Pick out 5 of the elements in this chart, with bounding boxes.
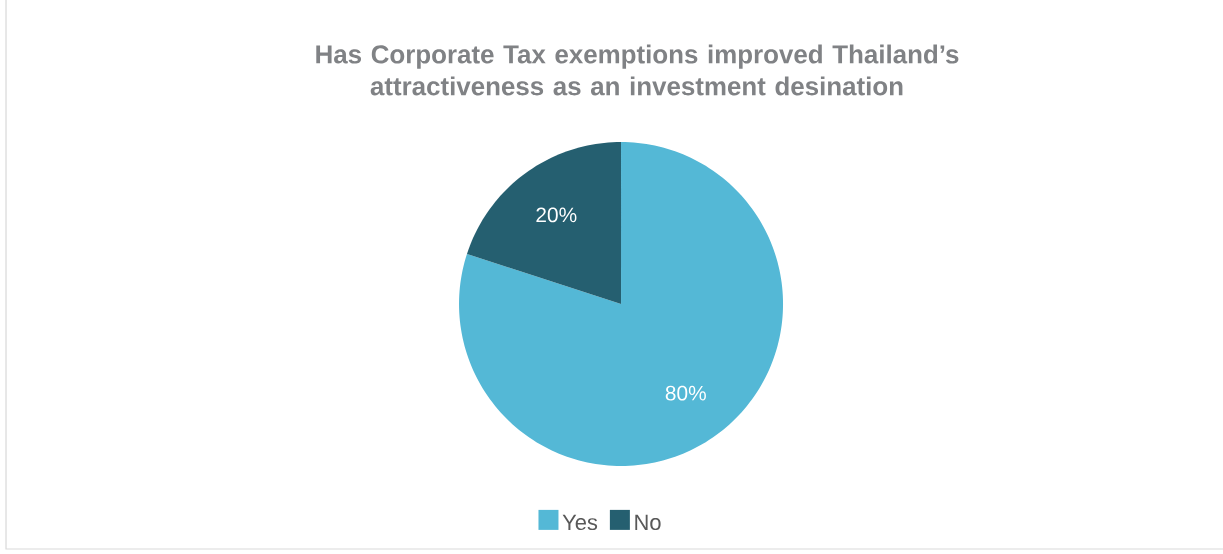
legend-label: Yes (562, 514, 598, 531)
data-label: 80% (665, 385, 706, 401)
legend-label: No (635, 514, 661, 531)
chart-title: Has Corporate Tax exemptions improved Thailand’s attractiveness as an investment desination (316, 44, 959, 96)
data-label: 20% (536, 207, 577, 223)
